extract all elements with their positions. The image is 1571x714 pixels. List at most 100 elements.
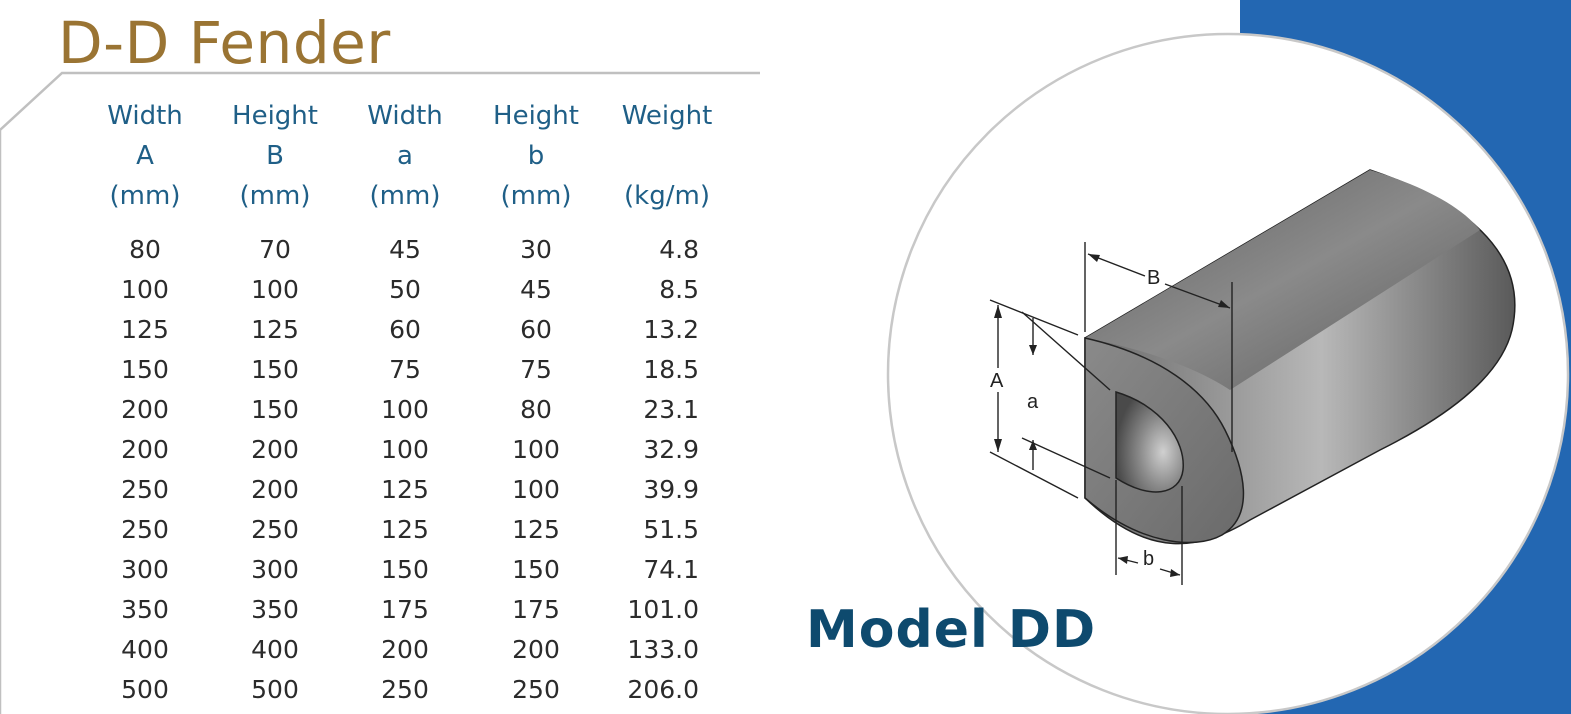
- dim-label-B: B: [1147, 267, 1160, 289]
- column-header: Height B (mm): [215, 96, 335, 216]
- table-row: 200 150 100 80 23.1: [80, 390, 740, 430]
- table-cell: 39.9: [643, 475, 699, 504]
- table-cell: 350: [121, 595, 169, 624]
- table-cell: 200: [512, 635, 560, 664]
- column-header-line2: b: [527, 141, 545, 171]
- table-cell: 125: [121, 315, 169, 344]
- table-cell: 206.0: [627, 675, 699, 704]
- table-row: 250 200 125 100 39.9: [80, 470, 740, 510]
- table-cell: 150: [512, 555, 560, 584]
- column-header-line2: B: [266, 141, 284, 171]
- table-row: 150 150 75 75 18.5: [80, 350, 740, 390]
- table-cell: 200: [251, 475, 299, 504]
- page-title: D-D Fender: [58, 9, 391, 77]
- table-cell: 300: [251, 555, 299, 584]
- table-cell: 60: [389, 315, 421, 344]
- table-cell: 80: [520, 395, 552, 424]
- table-cell: 500: [251, 675, 299, 704]
- table-cell: 75: [389, 355, 421, 384]
- table-cell: 300: [121, 555, 169, 584]
- table-row: 250 250 125 125 51.5: [80, 510, 740, 550]
- table-cell: 250: [121, 475, 169, 504]
- column-header-line1: Height: [493, 101, 579, 131]
- table-cell: 175: [512, 595, 560, 624]
- column-header-line1: Height: [232, 101, 318, 131]
- table-cell: 200: [121, 435, 169, 464]
- table-cell: 150: [381, 555, 429, 584]
- table-cell: 4.8: [659, 235, 699, 264]
- table-cell: 100: [512, 435, 560, 464]
- table-cell: 30: [520, 235, 552, 264]
- table-cell: 100: [381, 395, 429, 424]
- table-row: 300 300 150 150 74.1: [80, 550, 740, 590]
- dim-label-A: A: [990, 370, 1004, 392]
- column-header-line3: (mm): [500, 181, 572, 211]
- fender-top-face: [1085, 170, 1480, 390]
- table-cell: 45: [520, 275, 552, 304]
- table-cell: 133.0: [627, 635, 699, 664]
- table-cell: 32.9: [643, 435, 699, 464]
- table-cell: 250: [512, 675, 560, 704]
- table-cell: 74.1: [643, 555, 699, 584]
- table-cell: 8.5: [659, 275, 699, 304]
- table-cell: 500: [121, 675, 169, 704]
- table-cell: 100: [121, 275, 169, 304]
- dim-label-a: a: [1027, 391, 1039, 413]
- table-cell: 125: [381, 475, 429, 504]
- table-row: 125 125 60 60 13.2: [80, 310, 740, 350]
- table-frame: [0, 71, 760, 714]
- table-cell: 150: [121, 355, 169, 384]
- table-cell: 23.1: [643, 395, 699, 424]
- table-cell: 125: [512, 515, 560, 544]
- table-row: 500 500 250 250 206.0: [80, 670, 740, 710]
- table-cell: 350: [251, 595, 299, 624]
- table-cell: 400: [121, 635, 169, 664]
- table-row: 350 350 175 175 101.0: [80, 590, 740, 630]
- table-cell: 60: [520, 315, 552, 344]
- table-cell: 125: [381, 515, 429, 544]
- table-cell: 70: [259, 235, 291, 264]
- table-cell: 100: [251, 275, 299, 304]
- table-cell: 101.0: [627, 595, 699, 624]
- column-header: Width a (mm): [345, 96, 465, 216]
- table-cell: 200: [381, 635, 429, 664]
- column-header: Weight (kg/m): [607, 96, 727, 216]
- table-cell: 250: [251, 515, 299, 544]
- table-cell: 200: [121, 395, 169, 424]
- fender-bore: [1115, 390, 1184, 493]
- column-header-line3: (mm): [239, 181, 311, 211]
- table-cell: 400: [251, 635, 299, 664]
- table-cell: 13.2: [643, 315, 699, 344]
- column-header-line2: a: [397, 141, 413, 171]
- column-header: Width A (mm): [85, 96, 205, 216]
- table-cell: 45: [389, 235, 421, 264]
- column-header-line2: A: [136, 141, 154, 171]
- table-row: 80 70 45 30 4.8: [80, 230, 740, 270]
- table-row: 200 200 100 100 32.9: [80, 430, 740, 470]
- table-cell: 250: [121, 515, 169, 544]
- table-cell: 80: [129, 235, 161, 264]
- column-header-line3: (kg/m): [624, 181, 710, 211]
- table-cell: 125: [251, 315, 299, 344]
- table-row: 100 100 50 45 8.5: [80, 270, 740, 310]
- table-cell: 75: [520, 355, 552, 384]
- table-cell: 18.5: [643, 355, 699, 384]
- table-cell: 150: [251, 355, 299, 384]
- column-header-line3: (mm): [109, 181, 181, 211]
- column-header-line1: Width: [367, 101, 443, 131]
- column-header: Height b (mm): [476, 96, 596, 216]
- table-cell: 175: [381, 595, 429, 624]
- dim-label-b: b: [1143, 548, 1154, 570]
- table-cell: 200: [251, 435, 299, 464]
- table-cell: 150: [251, 395, 299, 424]
- table-cell: 100: [381, 435, 429, 464]
- table-cell: 100: [512, 475, 560, 504]
- table-cell: 51.5: [643, 515, 699, 544]
- column-header-line3: (mm): [369, 181, 441, 211]
- column-header-line1: Weight: [621, 101, 713, 131]
- model-label: Model DD: [806, 600, 1097, 660]
- table-cell: 50: [389, 275, 421, 304]
- table-row: 400 400 200 200 133.0: [80, 630, 740, 670]
- column-header-line1: Width: [107, 101, 183, 131]
